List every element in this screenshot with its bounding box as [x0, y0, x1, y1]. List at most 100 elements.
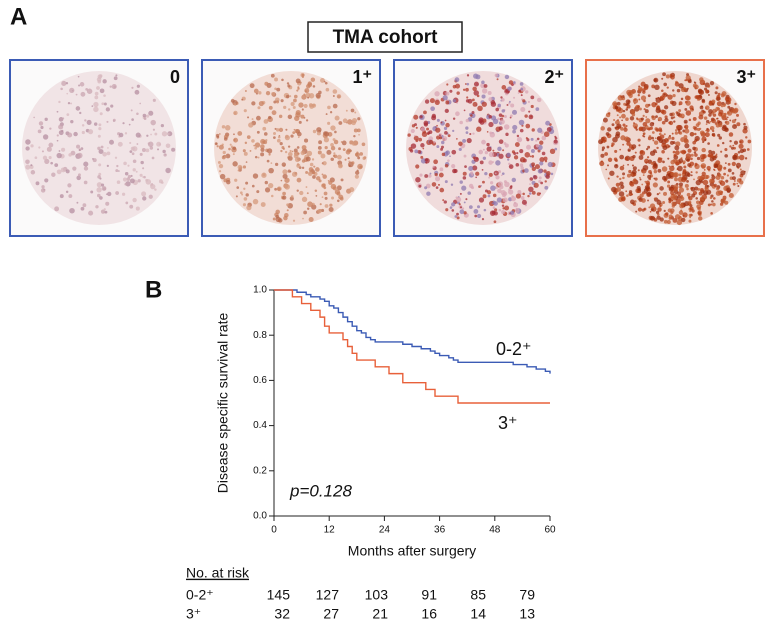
stain-dot: [699, 105, 704, 110]
stain-dot: [347, 119, 353, 125]
stain-dot: [308, 103, 313, 107]
stain-dot: [527, 194, 530, 198]
stain-dot: [706, 184, 710, 188]
stain-dot: [507, 189, 514, 195]
stain-dot: [501, 204, 505, 208]
stain-dot: [663, 82, 668, 87]
stain-dot: [296, 177, 302, 183]
stain-dot: [90, 190, 94, 194]
stain-dot: [234, 178, 238, 182]
stain-dot: [475, 171, 480, 176]
stain-dot: [302, 217, 304, 220]
stain-dot: [58, 117, 64, 122]
stain-dot: [497, 103, 502, 108]
stain-dot: [481, 139, 486, 145]
stain-dot: [731, 161, 736, 167]
stain-dot: [659, 205, 662, 208]
stain-dot: [662, 160, 665, 164]
stain-dot: [637, 105, 641, 108]
stain-dot: [297, 136, 300, 139]
risk-count: 91: [421, 587, 437, 603]
stain-dot: [328, 207, 334, 213]
stain-dot: [682, 214, 685, 217]
stain-dot: [41, 185, 45, 189]
stain-dot: [722, 141, 725, 145]
stain-dot: [482, 148, 485, 151]
stain-dot: [29, 165, 34, 169]
stain-dot: [747, 139, 752, 144]
stain-dot: [686, 187, 689, 191]
stain-dot: [86, 88, 93, 94]
stain-dot: [507, 158, 510, 161]
stain-dot: [510, 196, 517, 202]
stain-dot: [702, 110, 705, 113]
stain-dot: [625, 103, 628, 107]
stain-dot: [734, 124, 737, 127]
stain-dot: [537, 127, 543, 133]
stain-dot: [224, 125, 231, 131]
stain-dot: [545, 120, 551, 126]
stain-dot: [56, 134, 59, 137]
stain-dot: [539, 161, 544, 166]
stain-dot: [58, 124, 64, 130]
stain-dot: [219, 133, 221, 135]
stain-dot: [482, 194, 487, 199]
stain-dot: [675, 150, 680, 156]
stain-dot: [285, 134, 289, 139]
stain-dot: [598, 139, 604, 145]
stain-dot: [472, 101, 478, 107]
stain-dot: [273, 100, 277, 104]
stain-dot: [478, 185, 481, 188]
stain-dot: [499, 185, 504, 190]
stain-dot: [638, 98, 641, 101]
stain-dot: [426, 191, 431, 196]
stain-dot: [413, 114, 419, 120]
stain-dot: [98, 163, 102, 167]
stain-dot: [620, 95, 623, 98]
stain-dot: [280, 99, 284, 103]
stain-dot: [554, 136, 558, 140]
stain-dot: [661, 77, 664, 80]
stain-dot: [520, 166, 524, 170]
stain-dot: [491, 202, 494, 205]
stain-dot: [247, 116, 250, 119]
stain-dot: [484, 189, 489, 193]
stain-dot: [689, 206, 694, 211]
stain-dot: [676, 112, 681, 117]
stain-dot: [543, 169, 547, 173]
stain-dot: [616, 114, 619, 117]
stain-dot: [246, 205, 252, 211]
stain-dot: [353, 128, 358, 133]
stain-dot: [456, 102, 458, 104]
stain-dot: [670, 116, 674, 120]
stain-dot: [407, 133, 411, 137]
stain-dot: [443, 200, 447, 204]
y-tick-label: 0.0: [253, 511, 267, 522]
stain-dot: [254, 142, 261, 148]
stain-dot: [296, 89, 299, 92]
stain-dot: [620, 196, 626, 202]
stain-dot: [287, 84, 291, 88]
stain-dot: [249, 83, 255, 89]
stain-dot: [58, 100, 61, 104]
stain-dot: [502, 207, 505, 210]
stain-dot: [481, 80, 485, 85]
stain-dot: [424, 158, 429, 162]
stain-dot: [292, 131, 296, 135]
stain-dot: [496, 197, 503, 203]
stain-dot: [305, 119, 309, 122]
stain-dot: [315, 167, 320, 172]
stain-dot: [266, 159, 270, 163]
stain-dot: [253, 88, 259, 94]
stain-dot: [266, 148, 273, 154]
stain-dot: [459, 180, 463, 184]
stain-dot: [142, 113, 147, 118]
stain-dot: [647, 145, 651, 149]
stain-dot: [680, 176, 687, 183]
stain-dot: [707, 142, 710, 145]
stain-dot: [519, 163, 524, 167]
stain-dot: [656, 146, 659, 150]
stain-dot: [253, 144, 256, 147]
stain-dot: [530, 95, 535, 100]
stain-dot: [312, 202, 315, 206]
